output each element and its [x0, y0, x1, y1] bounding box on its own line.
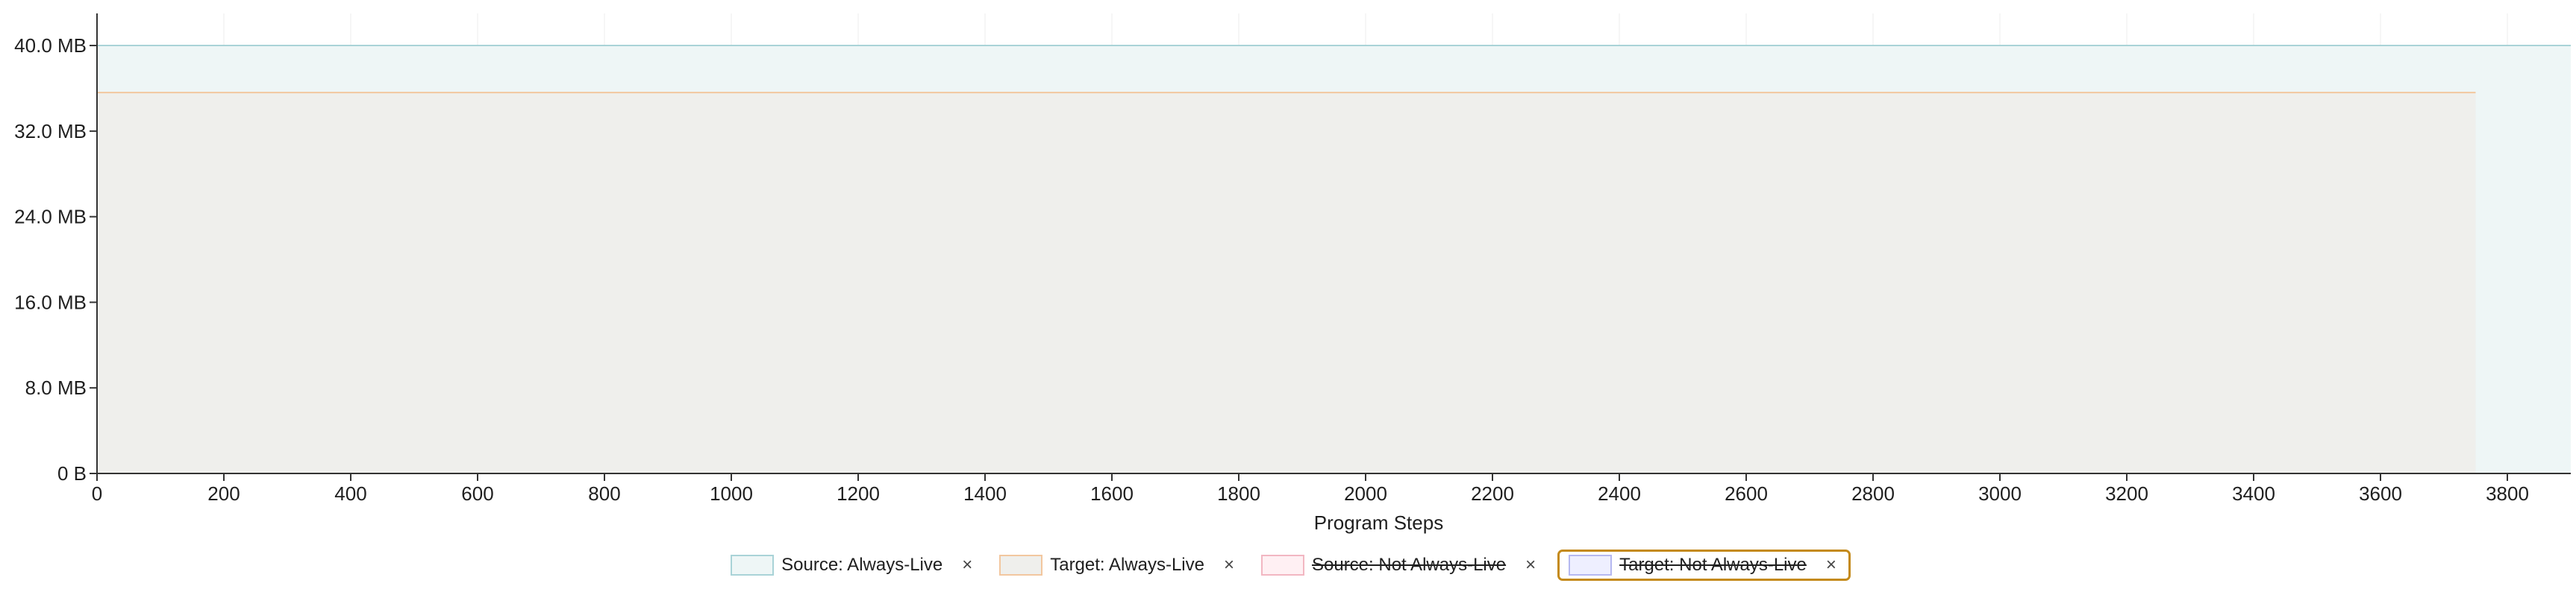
x-tick-label-3400: 3400 — [2232, 482, 2275, 505]
close-icon[interactable]: × — [1825, 555, 1836, 575]
legend-swatch-target-not-always-live — [1569, 555, 1613, 576]
x-tick-label-2000: 2000 — [1344, 482, 1387, 505]
series-area-target-always-live — [97, 92, 2476, 473]
x-tick-label-2800: 2800 — [1851, 482, 1895, 505]
x-tick-label-2400: 2400 — [1598, 482, 1641, 505]
x-tick-label-1800: 1800 — [1217, 482, 1260, 505]
y-tick-label-2: 16.0 MB — [14, 291, 87, 313]
legend-label-source-not-always-live: Source: Not Always-Live — [1311, 555, 1507, 575]
y-tick-label-0: 0 B — [57, 462, 87, 485]
x-tick-label-1600: 1600 — [1090, 482, 1134, 505]
close-icon[interactable]: × — [1223, 555, 1234, 575]
x-tick-label-0: 0 — [92, 482, 102, 505]
legend-item-target-always-live[interactable]: Target: Always-Live × — [996, 552, 1240, 579]
x-tick-label-1000: 1000 — [710, 482, 753, 505]
y-tick-label-1: 8.0 MB — [25, 377, 87, 399]
close-icon[interactable]: × — [1525, 555, 1536, 575]
x-tick-label-3200: 3200 — [2105, 482, 2148, 505]
legend-label-target-always-live: Target: Always-Live — [1050, 555, 1204, 575]
x-tick-label-800: 800 — [588, 482, 620, 505]
y-tick-label-4: 32.0 MB — [14, 120, 87, 142]
legend-item-source-not-always-live[interactable]: Source: Not Always-Live × — [1258, 552, 1542, 579]
x-tick-label-2200: 2200 — [1471, 482, 1514, 505]
chart-legend: Source: Always-Live × Target: Always-Liv… — [0, 547, 2576, 583]
x-tick-label-3600: 3600 — [2359, 482, 2402, 505]
y-tick-label-5: 40.0 MB — [14, 34, 87, 57]
x-tick-label-600: 600 — [461, 482, 493, 505]
x-tick-label-3000: 3000 — [1978, 482, 2022, 505]
legend-label-target-not-always-live: Target: Not Always-Live — [1619, 555, 1807, 575]
legend-swatch-source-always-live — [731, 555, 775, 576]
legend-swatch-source-not-always-live — [1260, 555, 1304, 576]
x-tick-label-1400: 1400 — [963, 482, 1007, 505]
close-icon[interactable]: × — [962, 555, 973, 575]
y-tick-label-3: 24.0 MB — [14, 206, 87, 228]
legend-item-source-always-live[interactable]: Source: Always-Live × — [728, 552, 978, 579]
x-axis-label: Program Steps — [1314, 511, 1443, 534]
x-tick-label-3800: 3800 — [2486, 482, 2529, 505]
x-tick-label-1200: 1200 — [837, 482, 880, 505]
x-tick-label-200: 200 — [207, 482, 240, 505]
x-tick-label-2600: 2600 — [1725, 482, 1768, 505]
legend-item-target-not-always-live[interactable]: Target: Not Always-Live × — [1557, 550, 1851, 581]
legend-swatch-target-always-live — [999, 555, 1043, 576]
legend-label-source-always-live: Source: Always-Live — [781, 555, 943, 575]
x-tick-label-400: 400 — [334, 482, 366, 505]
